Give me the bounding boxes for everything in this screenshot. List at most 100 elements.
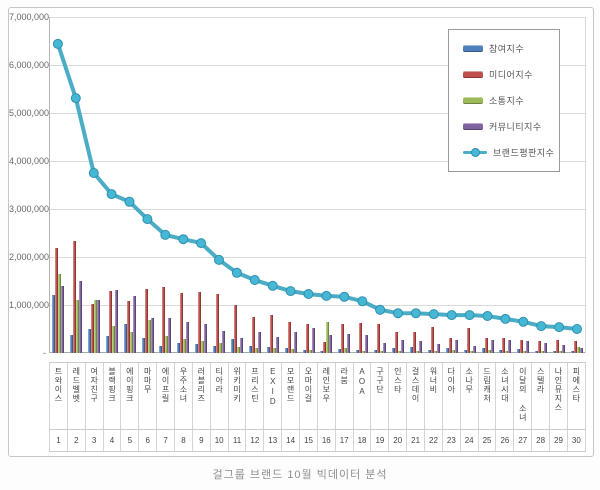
bar-커뮤니티지수: [436, 344, 440, 353]
y-tick-label: -: [43, 348, 46, 358]
y-axis-line: [49, 17, 50, 353]
bar-커뮤니티지수: [78, 281, 82, 353]
category-label-text: 소나무: [464, 367, 474, 394]
bar-미디어지수: [233, 305, 237, 353]
bar-미디어지수: [108, 291, 112, 353]
category-label-text: 인스타: [393, 367, 403, 394]
bar-소통지수: [219, 343, 222, 353]
rank-label: 29: [550, 430, 568, 451]
category-label: 티아라: [211, 363, 229, 429]
rank-label: 26: [496, 430, 515, 451]
bar-미디어지수: [162, 287, 166, 353]
line-marker: [554, 322, 565, 333]
category-label-text: 레드벨벳: [71, 367, 81, 403]
bar-참여지수: [409, 347, 413, 353]
rank-label: 11: [229, 430, 247, 451]
x-axis-category-row: 트와이스 레드벨벳 여자친구 블랙핑크 에이핑크 마마무 에이프릴 우주소녀 러블리즈 티아라 위키…: [49, 362, 586, 429]
rank-label: 25: [479, 430, 497, 451]
bar-미디어지수: [269, 315, 273, 353]
legend-item: 참여지수: [463, 42, 559, 55]
bar-커뮤니티지수: [186, 322, 190, 353]
bar-참여지수: [51, 295, 55, 353]
bar-참여지수: [123, 324, 127, 353]
bar-참여지수: [392, 348, 395, 353]
bar-커뮤니티지수: [526, 341, 530, 353]
bar-소통지수: [398, 351, 401, 353]
category-label-text: 스텔라: [536, 367, 546, 394]
legend: 참여지수 미디어지수 소통지수 커뮤니티지수 브랜드평판지수: [448, 29, 560, 172]
category-label-text: 나인뮤지스: [553, 367, 563, 412]
category-label-text: 프리스틴: [250, 367, 260, 403]
bar-소통지수: [129, 332, 133, 353]
bar-커뮤니티지수: [472, 346, 476, 353]
line-marker: [178, 234, 189, 245]
bar-커뮤니티지수: [132, 296, 136, 353]
category-label: 이달의 소녀: [514, 363, 533, 429]
legend-swatch-미디어지수: [463, 71, 483, 79]
category-label: 여자친구: [86, 363, 104, 429]
bar-소통지수: [577, 347, 580, 353]
category-label-text: 마마무: [143, 367, 153, 394]
bar-소통지수: [344, 348, 348, 353]
bar-미디어지수: [359, 323, 363, 353]
category-label-text: 레인보우: [321, 367, 331, 403]
legend-label: 참여지수: [489, 44, 525, 55]
bar-참여지수: [177, 343, 181, 353]
rank-label: 20: [389, 430, 408, 451]
rank-label: 10: [211, 430, 229, 451]
bar-소통지수: [183, 339, 187, 353]
plot-right-border: [585, 17, 586, 353]
bar-미디어지수: [251, 317, 255, 353]
category-label: 인스타: [389, 363, 408, 429]
plot-area: [49, 17, 586, 353]
legend-line-marker: [471, 147, 480, 157]
category-label: 블랙핑크: [104, 363, 122, 429]
line-marker: [428, 309, 439, 320]
category-label-text: 트와이스: [53, 367, 63, 403]
rank-label: 30: [568, 430, 586, 451]
bar-참여지수: [463, 350, 467, 353]
y-tick-label: 6,000,000: [9, 60, 50, 70]
category-label-text: 에이프릴: [161, 367, 171, 403]
bar-커뮤니티지수: [222, 331, 225, 353]
bar-참여지수: [499, 350, 503, 353]
line-marker: [88, 168, 99, 178]
bar-참여지수: [302, 350, 306, 353]
category-label-text: 모모랜드: [286, 367, 296, 403]
gridline: [49, 113, 586, 114]
bar-미디어지수: [180, 293, 184, 353]
category-label-text: 피에스타: [571, 367, 581, 403]
legend-swatch-참여지수: [463, 45, 483, 53]
bar-소통지수: [57, 274, 61, 353]
bar-커뮤니티지수: [508, 340, 512, 353]
category-label: 러블리즈: [193, 363, 211, 429]
bar-커뮤니티지수: [562, 345, 566, 353]
category-label-text: AOA: [357, 367, 367, 397]
bar-참여지수: [445, 348, 449, 353]
bar-참여지수: [481, 348, 485, 353]
bar-참여지수: [141, 338, 145, 353]
bar-커뮤니티지수: [239, 338, 243, 353]
bar-커뮤니티지수: [311, 328, 315, 353]
line-marker: [536, 321, 547, 332]
category-label: 나인뮤지스: [550, 363, 568, 429]
bar-미디어지수: [520, 340, 524, 353]
line-marker: [231, 267, 242, 278]
rank-label: 27: [514, 430, 533, 451]
bar-소통지수: [469, 351, 473, 353]
gridline: [49, 161, 586, 162]
legend-label: 미디어지수: [489, 70, 533, 81]
rank-label: 4: [104, 430, 122, 451]
bar-참여지수: [266, 347, 270, 353]
legend-label: 소통지수: [489, 95, 525, 106]
rank-label: 7: [157, 430, 176, 451]
bar-참여지수: [338, 349, 342, 353]
bar-미디어지수: [430, 327, 434, 353]
rank-label: 3: [86, 430, 104, 451]
line-marker: [518, 316, 529, 327]
rank-label: 17: [336, 430, 354, 451]
bar-미디어지수: [90, 304, 94, 353]
bar-미디어지수: [216, 294, 219, 353]
bar-참여지수: [517, 349, 521, 353]
bar-미디어지수: [538, 341, 542, 353]
